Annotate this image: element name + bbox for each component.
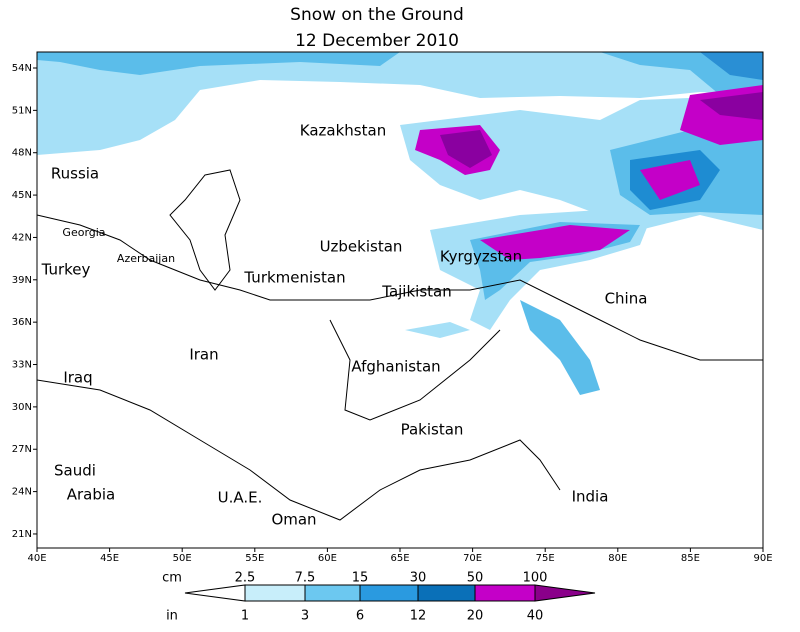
lat-label: 39N <box>12 275 32 286</box>
in-unit: in <box>166 609 178 624</box>
cm-label: 15 <box>352 571 369 586</box>
country-label: India <box>572 488 609 506</box>
lat-label: 48N <box>12 148 32 159</box>
lon-label: 60E <box>318 553 337 564</box>
lat-label: 36N <box>12 317 32 328</box>
country-label: Turkmenistan <box>243 269 345 287</box>
lon-label: 40E <box>27 553 46 564</box>
country-label: Georgia <box>62 226 105 239</box>
country-label: Iraq <box>63 369 92 387</box>
in-label: 3 <box>301 609 309 624</box>
country-label: Kazakhstan <box>300 122 386 140</box>
title: Snow on the Ground <box>290 5 464 25</box>
country-label: Uzbekistan <box>320 238 403 256</box>
country-label: Pakistan <box>401 421 464 439</box>
country-label: Turkey <box>41 261 91 279</box>
cm-label: 100 <box>523 571 548 586</box>
in-label: 6 <box>356 609 364 624</box>
lat-label: 27N <box>12 444 32 455</box>
country-label: Arabia <box>67 486 116 504</box>
lat-label: 45N <box>12 190 32 201</box>
country-label: Oman <box>271 511 316 529</box>
lon-label: 85E <box>681 553 700 564</box>
country-label: Afghanistan <box>351 358 440 376</box>
country-label: Azerbaijan <box>117 252 175 265</box>
lat-label: 42N <box>12 232 32 243</box>
in-label: 12 <box>410 609 427 624</box>
lat-label: 33N <box>12 360 32 371</box>
lat-label: 24N <box>12 487 32 498</box>
country-label: Russia <box>51 165 99 183</box>
lat-label: 51N <box>12 105 32 116</box>
lon-label: 55E <box>245 553 264 564</box>
lon-label: 70E <box>463 553 482 564</box>
cm-label: 30 <box>410 571 427 586</box>
cm-label: 7.5 <box>295 571 316 586</box>
snow-layer <box>37 52 763 395</box>
coastlines <box>36 169 763 521</box>
country-label: Kyrgyzstan <box>440 248 522 266</box>
country-label: Saudi <box>54 462 96 480</box>
cm-label: 50 <box>467 571 484 586</box>
country-label: U.A.E. <box>218 489 263 507</box>
cm-unit: cm <box>162 571 182 586</box>
country-label: Tajikistan <box>381 283 451 301</box>
country-label: China <box>605 290 648 308</box>
subtitle: 12 December 2010 <box>295 31 459 51</box>
lon-label: 90E <box>753 553 772 564</box>
lat-label: 21N <box>12 529 32 540</box>
in-label: 40 <box>527 609 544 624</box>
lon-label: 75E <box>536 553 555 564</box>
in-label: 1 <box>241 609 249 624</box>
lon-label: 65E <box>390 553 409 564</box>
lon-label: 80E <box>608 553 627 564</box>
lat-label: 30N <box>12 402 32 413</box>
lon-label: 50E <box>173 553 192 564</box>
lon-label: 45E <box>100 553 119 564</box>
colorbar <box>184 584 596 602</box>
in-label: 20 <box>467 609 484 624</box>
lat-label: 54N <box>12 63 32 74</box>
cm-label: 2.5 <box>235 571 256 586</box>
country-label: Iran <box>189 346 218 364</box>
